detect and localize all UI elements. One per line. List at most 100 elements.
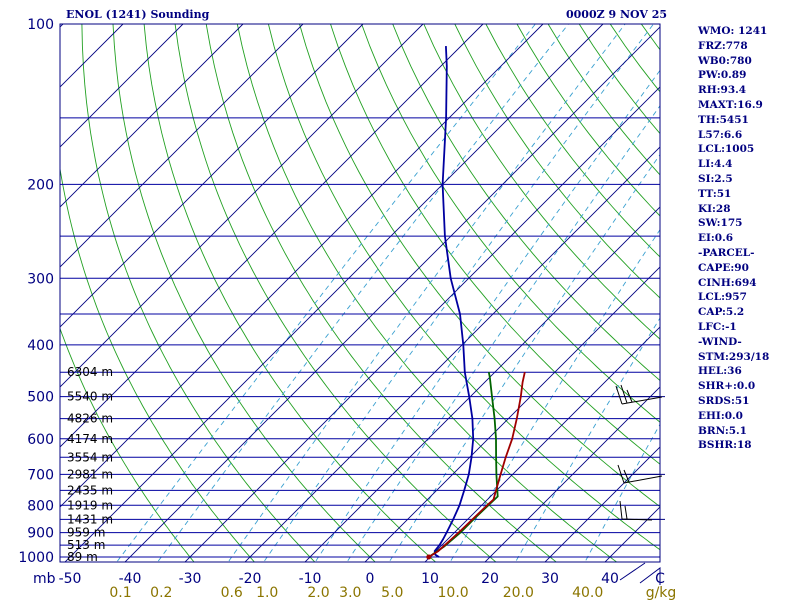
pressure-tick-label: 700 bbox=[27, 467, 54, 483]
index-item: EI:0.6 bbox=[698, 232, 734, 245]
height-label: 4826 m bbox=[67, 412, 113, 426]
mixing-ratio-tick-label: 0.2 bbox=[150, 585, 172, 600]
index-item: TT:51 bbox=[698, 187, 732, 200]
mixing-ratio-tick-label: 1.0 bbox=[256, 585, 278, 600]
temperature-tick-label: 40 bbox=[601, 571, 619, 587]
pressure-unit-label: mb bbox=[33, 571, 56, 587]
mixing-ratio-line bbox=[227, 24, 626, 562]
index-item: RH:93.4 bbox=[698, 84, 747, 97]
pressure-tick-label: 900 bbox=[27, 526, 54, 542]
index-item: CAP:5.2 bbox=[698, 306, 745, 319]
pressure-tick-label: 400 bbox=[27, 338, 54, 354]
isobars bbox=[60, 117, 660, 558]
pressure-tick-label: 1000 bbox=[18, 550, 54, 566]
pressure-tick-label: 100 bbox=[27, 17, 54, 33]
isotherm-line bbox=[60, 24, 64, 28]
dewpoint-profile-line bbox=[433, 46, 475, 558]
chart-time: 0000Z 9 NOV 25 bbox=[566, 8, 668, 21]
height-label: 4174 m bbox=[67, 432, 113, 446]
index-item: FRZ:778 bbox=[698, 39, 748, 52]
pressure-tick-label: 200 bbox=[27, 177, 54, 193]
dry-adiabat-line bbox=[423, 24, 660, 340]
mixing-ratio-line bbox=[116, 24, 536, 562]
isotherm-line bbox=[60, 24, 364, 328]
index-item: -PARCEL- bbox=[698, 246, 755, 259]
index-item: SHR+:0.0 bbox=[698, 380, 756, 393]
chart-title: ENOL (1241) Sounding bbox=[66, 8, 210, 21]
temperature-tick-label: 10 bbox=[421, 571, 439, 587]
mixing-ratio-unit-label: g/kg bbox=[646, 585, 677, 600]
dry-adiabat-line bbox=[299, 24, 660, 508]
pressure-tick-label: 800 bbox=[27, 498, 54, 514]
mixing-ratio-line bbox=[346, 105, 660, 562]
dry-adiabat-line bbox=[81, 24, 316, 562]
index-item: HEL:36 bbox=[698, 365, 742, 378]
wind-barb bbox=[617, 464, 663, 484]
height-label: 1431 m bbox=[67, 512, 113, 526]
height-label: 3554 m bbox=[67, 450, 113, 464]
height-label: 959 m bbox=[67, 526, 105, 540]
isotherm-line bbox=[364, 266, 660, 562]
index-item: EHI:0.0 bbox=[698, 409, 743, 422]
mixing-ratio-tick-label: 2.0 bbox=[307, 585, 329, 600]
pressure-tick-label: 600 bbox=[27, 432, 54, 448]
temperature-tick-label: -40 bbox=[119, 571, 142, 587]
index-item: PW:0.89 bbox=[698, 69, 747, 82]
isotherm-line bbox=[60, 24, 184, 148]
index-item: CAPE:90 bbox=[698, 261, 749, 274]
index-item: LI:4.4 bbox=[698, 158, 733, 171]
dry-adiabat-line bbox=[392, 24, 660, 382]
isotherm-line bbox=[60, 24, 304, 268]
index-item: -WIND- bbox=[698, 335, 742, 348]
index-item: BRN:5.1 bbox=[698, 424, 747, 437]
dry-adiabat-line bbox=[454, 24, 660, 299]
plot-frame bbox=[59, 23, 661, 563]
temperature-tick-label: 0 bbox=[366, 571, 375, 587]
mixing-ratio-tick-label: 0.1 bbox=[109, 585, 131, 600]
wind-barb bbox=[615, 384, 663, 405]
isotherm-line bbox=[60, 24, 484, 448]
index-item: BSHR:18 bbox=[698, 439, 752, 452]
mixing-ratio-line bbox=[388, 153, 660, 562]
dry-adiabat-line bbox=[485, 24, 660, 258]
isotherm-line bbox=[60, 24, 544, 508]
mixing-ratio-line bbox=[157, 24, 569, 562]
dry-adiabats bbox=[60, 24, 660, 562]
pressure-tick-label: 300 bbox=[27, 271, 54, 287]
index-item: KI:28 bbox=[698, 202, 731, 215]
pressure-tick-label: 500 bbox=[27, 390, 54, 406]
index-item: LFC:-1 bbox=[698, 320, 737, 333]
isotherm-line bbox=[424, 326, 660, 562]
isotherm-line bbox=[124, 26, 660, 562]
index-item: MAXT:16.9 bbox=[698, 98, 763, 111]
height-label: 513 m bbox=[67, 538, 105, 552]
mixing-ratio-line bbox=[263, 24, 654, 562]
stability-indices-panel: WMO: 1241 FRZ:778 WB0:780 PW:0.89 RH:93.4 MAX… bbox=[698, 24, 798, 453]
dry-adiabat-line bbox=[361, 24, 660, 423]
index-item: CINH:694 bbox=[698, 276, 757, 289]
height-label: 2981 m bbox=[67, 467, 113, 481]
height-label: 2435 m bbox=[67, 483, 113, 497]
moist-adiabat-line bbox=[0, 550, 407, 568]
index-item: WMO: 1241 bbox=[698, 25, 768, 37]
isotherm-line bbox=[60, 24, 244, 208]
isotherm-line bbox=[244, 146, 660, 562]
temperature-tick-label: -30 bbox=[179, 571, 202, 587]
index-item: TH:5451 bbox=[698, 113, 749, 126]
surface-marker bbox=[426, 554, 432, 560]
isotherm-line bbox=[64, 24, 604, 562]
index-item: LCL:957 bbox=[698, 291, 747, 304]
index-item: L57:6.6 bbox=[698, 128, 743, 141]
isotherm-line bbox=[304, 206, 660, 562]
isotherms bbox=[0, 24, 660, 568]
temperature-tick-label: -10 bbox=[299, 571, 322, 587]
index-item: LCL:1005 bbox=[698, 143, 755, 156]
dry-adiabat-line bbox=[143, 24, 437, 562]
isotherm-line bbox=[184, 86, 660, 562]
corner-axis-marks bbox=[619, 562, 661, 585]
index-item: WB0:780 bbox=[698, 54, 752, 67]
temperature-tick-label: -20 bbox=[239, 571, 262, 587]
isotherm-line bbox=[0, 24, 3, 568]
height-label: 5540 m bbox=[67, 390, 113, 404]
